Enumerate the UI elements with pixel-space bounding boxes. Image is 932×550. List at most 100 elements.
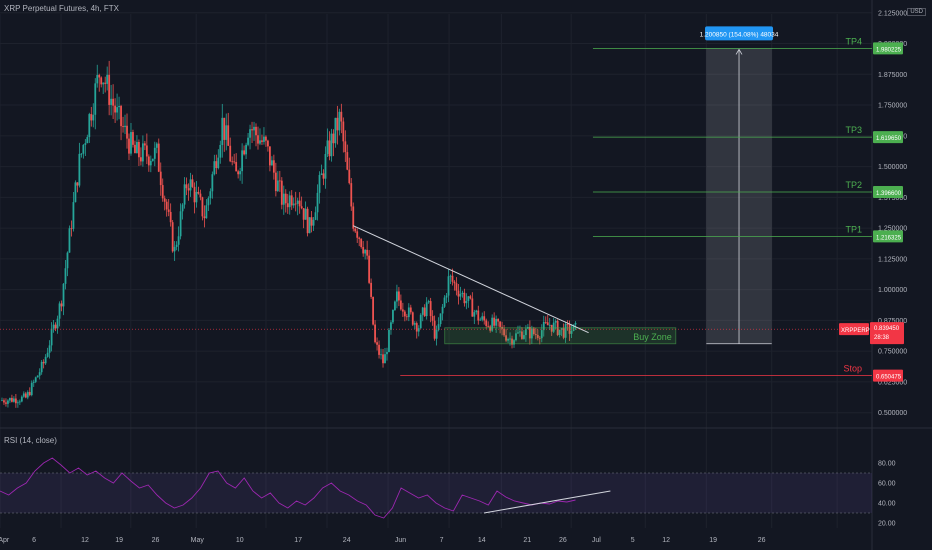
- candle-body: [32, 381, 35, 383]
- candle-body: [145, 145, 148, 157]
- candle-body: [523, 335, 525, 339]
- candle-body: [356, 231, 359, 238]
- candle-body: [104, 82, 107, 84]
- candle-body: [12, 398, 15, 402]
- target-price-tag: [873, 131, 903, 144]
- candle-body: [493, 317, 496, 326]
- candle-body: [362, 247, 365, 254]
- target-price-label: 1.396600: [876, 191, 902, 197]
- candle-body: [548, 324, 551, 326]
- time-tick-label: 24: [343, 537, 351, 544]
- candle-body: [72, 202, 75, 229]
- candle-body: [340, 111, 343, 122]
- candle-body: [427, 301, 430, 303]
- candle-body: [513, 340, 515, 345]
- candle-body: [409, 307, 412, 313]
- candle-body: [475, 310, 478, 313]
- candle-body: [306, 208, 309, 234]
- candle-body: [459, 293, 462, 297]
- candle-body: [294, 203, 297, 205]
- candle-body: [100, 77, 103, 85]
- candle-body: [489, 326, 492, 331]
- candle-body: [330, 133, 333, 157]
- candle-body: [62, 283, 65, 307]
- time-tick-label: 26: [559, 537, 567, 544]
- candle-body: [48, 345, 51, 353]
- candle-body: [453, 281, 456, 284]
- candle-body: [189, 179, 192, 191]
- candle-body: [525, 328, 527, 336]
- time-tick-label: 19: [115, 537, 123, 544]
- candle-body: [366, 249, 369, 256]
- candle-body: [201, 197, 204, 217]
- candle-body: [173, 246, 176, 252]
- candle-body: [223, 117, 226, 140]
- candle-body: [515, 333, 517, 341]
- candle-body: [42, 361, 45, 364]
- rsi-trendline: [483, 490, 611, 514]
- candle-body: [417, 328, 420, 332]
- current-price-label: 0.839450: [874, 326, 900, 332]
- candle-body: [334, 117, 337, 144]
- candle-body: [399, 300, 402, 310]
- candle-body: [70, 228, 73, 230]
- currency-label[interactable]: USD: [907, 8, 926, 16]
- time-tick-label: 26: [758, 537, 766, 544]
- candle-body: [344, 141, 347, 153]
- candle-body: [86, 137, 89, 144]
- candle-body: [213, 161, 216, 175]
- candle-body: [534, 334, 537, 335]
- candle-body: [431, 316, 434, 321]
- candle-body: [352, 206, 355, 229]
- candle-body: [411, 312, 414, 325]
- candle-body: [461, 292, 464, 294]
- candle-body: [211, 174, 214, 192]
- candle-body: [495, 319, 498, 326]
- candle-body: [34, 377, 37, 382]
- candle-body: [94, 83, 97, 115]
- candle-body: [394, 301, 396, 310]
- candle-body: [44, 356, 47, 364]
- candle-body: [30, 382, 33, 396]
- candle-body: [538, 337, 541, 339]
- chart-title: XRP Perpetual Futures, 4h, FTX: [4, 4, 120, 13]
- target-label: TP4: [845, 36, 862, 46]
- candle-body: [235, 162, 238, 172]
- candle-body: [388, 329, 390, 353]
- candle-body: [415, 323, 418, 332]
- candle-body: [485, 320, 488, 326]
- candle-body: [570, 330, 573, 334]
- candle-body: [96, 74, 99, 84]
- candle-body: [58, 303, 61, 319]
- candle-body: [165, 201, 168, 210]
- candle-body: [439, 313, 442, 325]
- time-tick-label: 6: [32, 537, 36, 544]
- candle-body: [120, 105, 122, 127]
- candle-body: [384, 354, 386, 364]
- candle-body: [350, 183, 353, 207]
- candle-body: [568, 324, 571, 334]
- candle-body: [134, 144, 136, 154]
- candle-body: [364, 249, 367, 254]
- candle-body: [237, 171, 240, 175]
- time-tick-label: 7: [440, 537, 444, 544]
- candle-body: [564, 324, 567, 338]
- time-tick-label: 14: [478, 537, 486, 544]
- candle-body: [507, 338, 509, 341]
- candle-body: [141, 143, 144, 162]
- candle-body: [348, 169, 351, 184]
- rsi-tick-label: 40.00: [878, 501, 896, 508]
- candle-body: [336, 117, 339, 131]
- candle-body: [231, 161, 234, 163]
- target-price-tag: [873, 42, 903, 55]
- candle-body: [280, 180, 283, 205]
- candle-body: [253, 126, 255, 131]
- candle-body: [407, 307, 410, 318]
- candle-body: [302, 208, 305, 220]
- candle-body: [147, 156, 150, 166]
- candle-body: [326, 140, 329, 154]
- candle-body: [46, 352, 49, 357]
- candle-body: [143, 143, 146, 146]
- price-tick-label: 1.125000: [878, 256, 907, 263]
